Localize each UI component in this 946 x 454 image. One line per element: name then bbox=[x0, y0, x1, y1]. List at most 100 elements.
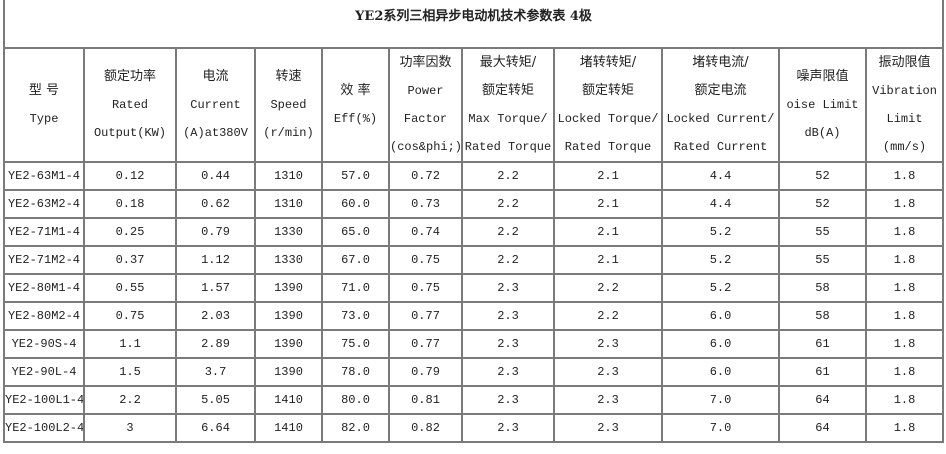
value-cell: 1.8 bbox=[864, 413, 945, 443]
value-cell: 0.73 bbox=[388, 189, 463, 219]
value-cell: 80.0 bbox=[321, 385, 390, 415]
value-cell: 0.75 bbox=[388, 245, 463, 275]
value-cell: 4.4 bbox=[661, 161, 780, 191]
value-cell: 6.0 bbox=[661, 301, 780, 331]
value-cell: 61 bbox=[778, 329, 867, 359]
column-header-line: Output(KW) bbox=[93, 126, 166, 140]
value-cell: 2.2 bbox=[553, 301, 663, 331]
column-header: 最大转矩/额定转矩 Max Torque/Rated Torque bbox=[461, 47, 555, 163]
value-cell: 1.8 bbox=[864, 245, 945, 275]
column-header-line: oise Limit bbox=[786, 98, 859, 112]
value-cell: 1.57 bbox=[175, 273, 256, 303]
model-cell: YE2-80M2-4 bbox=[3, 301, 85, 331]
column-header-line: 噪声限值 bbox=[796, 69, 849, 84]
value-cell: 1.8 bbox=[864, 189, 945, 219]
column-header-line: Power bbox=[407, 84, 444, 98]
column-header-line: Locked Current/ bbox=[666, 112, 775, 126]
value-cell: 60.0 bbox=[321, 189, 390, 219]
column-header-line: 振动限值 bbox=[878, 55, 931, 70]
column-header-line: Eff(%) bbox=[333, 112, 378, 126]
table-title: YE2系列三相异步电动机技术参数表 4极 bbox=[2, 0, 945, 49]
value-cell: 3 bbox=[83, 413, 177, 443]
model-cell: YE2-63M2-4 bbox=[3, 189, 85, 219]
value-cell: 2.2 bbox=[461, 217, 555, 247]
value-cell: 78.0 bbox=[321, 357, 390, 387]
value-cell: 0.12 bbox=[83, 161, 177, 191]
column-header-line: Rated Torque bbox=[564, 140, 652, 154]
value-cell: 1410 bbox=[254, 413, 323, 443]
column-header: 转速 Speed (r/min) bbox=[254, 47, 323, 163]
value-cell: 1330 bbox=[254, 245, 323, 275]
value-cell: 1.8 bbox=[864, 385, 945, 415]
value-cell: 2.3 bbox=[461, 413, 555, 443]
table-row: YE2-90S-4 1.1 2.89 1390 75.0 0.77 2.3 2.3 6.0 61 1… bbox=[3, 329, 945, 359]
value-cell: 2.3 bbox=[461, 273, 555, 303]
column-header-line: 额定电流 bbox=[694, 83, 747, 98]
value-cell: 0.74 bbox=[388, 217, 463, 247]
value-cell: 0.55 bbox=[83, 273, 177, 303]
table-row: YE2-63M2-4 0.18 0.62 1310 60.0 0.73 2.2 2.1 4.4 5… bbox=[3, 189, 945, 219]
model-cell: YE2-100L2-4 bbox=[3, 413, 85, 443]
value-cell: 1.8 bbox=[864, 217, 945, 247]
value-cell: 3.7 bbox=[175, 357, 256, 387]
value-cell: 2.3 bbox=[553, 413, 663, 443]
value-cell: 7.0 bbox=[661, 385, 780, 415]
value-cell: 1.8 bbox=[864, 329, 945, 359]
column-header-line: (r/min) bbox=[263, 126, 314, 140]
column-header-line: Type bbox=[29, 112, 59, 126]
value-cell: 0.77 bbox=[388, 329, 463, 359]
column-header-line: 型 号 bbox=[28, 83, 60, 98]
value-cell: 0.82 bbox=[388, 413, 463, 443]
value-cell: 7.0 bbox=[661, 413, 780, 443]
value-cell: 6.64 bbox=[175, 413, 256, 443]
column-header-line: dB(A) bbox=[804, 126, 841, 140]
value-cell: 2.1 bbox=[553, 161, 663, 191]
value-cell: 55 bbox=[778, 217, 867, 247]
column-header-line: 功率因数 bbox=[399, 55, 452, 70]
column-header: 堵转转矩/额定转矩 Locked Torque/Rated Torque bbox=[553, 47, 663, 163]
value-cell: 2.03 bbox=[175, 301, 256, 331]
column-header: 堵转电流/额定电流 Locked Current/Rated Current bbox=[661, 47, 780, 163]
value-cell: 2.3 bbox=[553, 385, 663, 415]
value-cell: 6.0 bbox=[661, 329, 780, 359]
value-cell: 1.12 bbox=[175, 245, 256, 275]
column-header: 型 号 Type bbox=[3, 47, 85, 163]
value-cell: 1410 bbox=[254, 385, 323, 415]
column-header: 电流 Current (A)at380V bbox=[175, 47, 256, 163]
value-cell: 0.79 bbox=[388, 357, 463, 387]
value-cell: 5.2 bbox=[661, 217, 780, 247]
value-cell: 2.2 bbox=[461, 189, 555, 219]
model-cell: YE2-71M2-4 bbox=[3, 245, 85, 275]
value-cell: 2.2 bbox=[461, 161, 555, 191]
value-cell: 1390 bbox=[254, 273, 323, 303]
value-cell: 75.0 bbox=[321, 329, 390, 359]
column-header-line: Locked Torque/ bbox=[557, 112, 659, 126]
column-header-line: Rated bbox=[111, 98, 148, 112]
value-cell: 1310 bbox=[254, 189, 323, 219]
value-cell: 0.77 bbox=[388, 301, 463, 331]
column-header-line: Rated Torque bbox=[464, 140, 552, 154]
column-header-line: Rated Current bbox=[673, 140, 768, 154]
value-cell: 2.3 bbox=[461, 357, 555, 387]
column-header-line: Max Torque/ bbox=[468, 112, 548, 126]
table-row: YE2-80M2-4 0.75 2.03 1390 73.0 0.77 2.3 2.2 6.0 5… bbox=[3, 301, 945, 331]
value-cell: 2.2 bbox=[553, 273, 663, 303]
table-row: YE2-71M2-4 0.37 1.12 1330 67.0 0.75 2.2 2.1 5.2 5… bbox=[3, 245, 945, 275]
value-cell: 1390 bbox=[254, 357, 323, 387]
value-cell: 0.37 bbox=[83, 245, 177, 275]
value-cell: 2.89 bbox=[175, 329, 256, 359]
value-cell: 2.1 bbox=[553, 189, 663, 219]
value-cell: 1.8 bbox=[864, 161, 945, 191]
column-header-line: 堵转电流/ bbox=[692, 55, 749, 70]
column-header-line: (A)at380V bbox=[183, 126, 248, 140]
value-cell: 2.3 bbox=[461, 385, 555, 415]
value-cell: 2.1 bbox=[553, 245, 663, 275]
column-header-line: 效 率 bbox=[340, 83, 371, 98]
value-cell: 73.0 bbox=[321, 301, 390, 331]
value-cell: 6.0 bbox=[661, 357, 780, 387]
value-cell: 1.1 bbox=[83, 329, 177, 359]
value-cell: 61 bbox=[778, 357, 867, 387]
value-cell: 52 bbox=[778, 189, 867, 219]
value-cell: 4.4 bbox=[661, 189, 780, 219]
value-cell: 2.2 bbox=[83, 385, 177, 415]
